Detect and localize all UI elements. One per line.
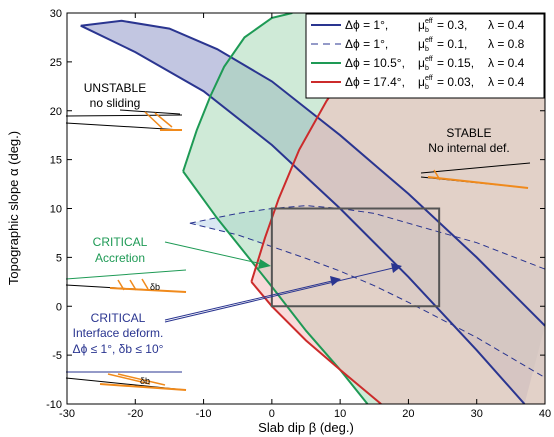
x-tick-label: 10: [334, 408, 346, 420]
legend-lambda-4: λ = 0.4: [488, 75, 525, 89]
annotation-critical-accretion: CRITICAL Accretion: [93, 235, 148, 265]
legend-mu-sup-1: eff: [425, 18, 433, 25]
series-lower-line-3: [182, 170, 369, 404]
legend-box: [305, 13, 545, 99]
y-tick-label: 0: [56, 301, 62, 313]
series-lower-line-2: [189, 222, 545, 379]
x-axis-label: Slab dip β (deg.): [258, 420, 354, 435]
x-tick-label: -30: [59, 408, 75, 420]
y-tick-label: 5: [56, 252, 62, 264]
legend-mu-sub-1: b: [425, 27, 429, 34]
legend-dphi-2: Δϕ = 1°,: [345, 37, 388, 51]
annotation-unstable-line-2: no sliding: [90, 96, 141, 110]
legend-mu-symbol-2: μ: [418, 37, 425, 51]
annotation-critical-interface-line-3: Δϕ ≤ 1°, δb ≤ 10°: [73, 342, 164, 356]
arrow-accretion-head: [258, 259, 271, 269]
annotation-critical-accretion-line-2: Accretion: [95, 251, 145, 265]
annotation-stable: STABLE No internal def.: [428, 126, 509, 155]
y-tick-label: 20: [50, 106, 62, 118]
x-tick-label: -20: [127, 408, 143, 420]
legend-mu-sub-3: b: [425, 65, 429, 72]
annotation-arrows: [164, 241, 402, 323]
legend-mu-value-2: = 0.1,: [437, 37, 467, 51]
arrow-interface-1: [164, 280, 333, 321]
y-tick-label: 15: [50, 155, 62, 167]
y-tick-label: -10: [46, 399, 62, 411]
legend-mu-symbol-1: μ: [418, 18, 425, 32]
legend-mu-sub-4: b: [425, 84, 429, 91]
legend-mu-sup-4: eff: [425, 75, 433, 82]
legend-dphi-4: Δϕ = 17.4°,: [345, 75, 405, 89]
annotation-critical-interface-line-1: CRITICAL: [91, 311, 146, 325]
annotation-stable-line-2: No internal def.: [428, 141, 509, 155]
legend-mu-sup-3: eff: [425, 56, 433, 63]
accretion-wedge-sketch: [65, 269, 187, 293]
annotation-critical-interface-line-2: Interface deform.: [73, 326, 164, 340]
x-tick-label: 20: [402, 408, 414, 420]
annotation-stable-line-1: STABLE: [446, 126, 491, 140]
x-tick-label: 0: [269, 408, 275, 420]
y-tick-label: 10: [50, 204, 62, 216]
sketch-label-delta-b-1: δb: [150, 282, 160, 292]
legend-dphi-1: Δϕ = 1°,: [345, 18, 388, 32]
arrow-accretion: [164, 241, 263, 265]
y-tick-label: 30: [50, 8, 62, 20]
sketch-label-delta-b-2: δb: [140, 376, 150, 386]
y-axis-ticks: -10 -5 0 5 10 15 20 25 30: [46, 8, 545, 411]
annotation-unstable-line-1: UNSTABLE: [84, 81, 146, 95]
arrow-interface-2-head: [391, 263, 402, 273]
x-tick-label: 40: [539, 408, 551, 420]
x-tick-label: 30: [471, 408, 483, 420]
interface-wedge-sketch: [65, 371, 187, 391]
y-tick-label: -5: [52, 350, 62, 362]
legend-mu-sup-2: eff: [425, 37, 433, 44]
arrow-interface-2: [164, 267, 394, 323]
legend-dphi-3: Δϕ = 10.5°,: [345, 56, 405, 70]
annotation-critical-interface: CRITICAL Interface deform. Δϕ ≤ 1°, δb ≤…: [73, 311, 164, 356]
legend-mu-value-4: = 0.03,: [437, 75, 474, 89]
annotation-unstable: UNSTABLE no sliding: [84, 81, 146, 110]
stable-wedge-sketch: [420, 162, 531, 189]
x-axis-ticks: -30 -20 -10 0 10 20 30 40: [59, 13, 551, 420]
series-lower-line-1: [80, 24, 526, 404]
arrow-interface-1-head: [330, 276, 341, 286]
y-tick-label: 25: [50, 57, 62, 69]
y-axis-label: Topographic slope α (deg.): [6, 131, 21, 285]
reference-box-layer: [270, 207, 441, 308]
legend-mu-symbol-3: μ: [418, 56, 425, 70]
annotation-critical-accretion-line-1: CRITICAL: [93, 235, 148, 249]
series-upper-line-1: [80, 19, 545, 327]
legend-lambda-3: λ = 0.4: [488, 56, 525, 70]
legend-lambda-1: λ = 0.4: [488, 18, 525, 32]
reference-box: [270, 207, 441, 308]
legend-lambda-2: λ = 0.8: [488, 37, 525, 51]
legend-mu-sub-2: b: [425, 46, 429, 53]
x-tick-label: -10: [196, 408, 212, 420]
legend-mu-value-1: = 0.3,: [437, 18, 467, 32]
legend-mu-symbol-4: μ: [418, 75, 425, 89]
legend-mu-value-3: = 0.15,: [437, 56, 474, 70]
unstable-wedge-sketch: [65, 109, 183, 131]
